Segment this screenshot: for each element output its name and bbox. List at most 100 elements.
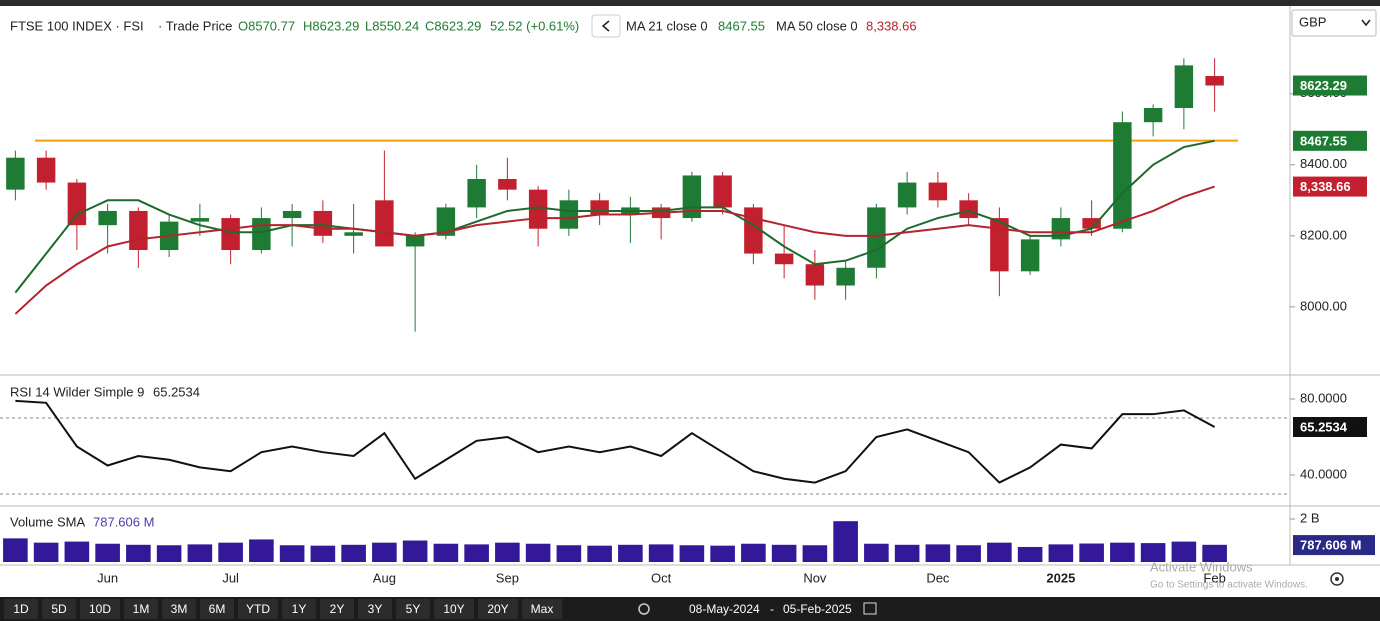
x-tick-label: Dec <box>926 570 950 585</box>
volume-bar <box>372 542 397 562</box>
volume-bar <box>679 545 705 562</box>
volume-bar <box>495 542 520 562</box>
volume-bar <box>187 544 213 562</box>
x-tick-label: Jul <box>222 570 239 585</box>
volume-bar <box>156 545 182 562</box>
candle-body <box>436 207 456 236</box>
candle-body <box>897 182 917 208</box>
volume-bar <box>1171 541 1197 562</box>
ma21-badge-bg <box>1293 130 1367 151</box>
range-label: 6M <box>209 602 226 616</box>
volume-bar <box>894 544 920 562</box>
candle-body <box>990 218 1009 272</box>
legend-header: FTSE 100 INDEX · FSI · Trade Price O8570… <box>10 14 917 38</box>
range-label: 5Y <box>406 602 421 616</box>
candle-body <box>1143 107 1163 123</box>
watermark-subtitle: Go to Settings to activate Windows. <box>1150 580 1308 591</box>
x-tick-label: 2025 <box>1046 570 1075 585</box>
volume-bar <box>587 545 612 562</box>
range-label: 3M <box>171 602 188 616</box>
settings-icon-dot <box>1335 577 1339 581</box>
ma50-name: MA 50 close 0 <box>776 18 858 33</box>
volume-bar <box>464 544 489 562</box>
calendar-icon[interactable] <box>863 602 877 615</box>
range-button[interactable] <box>4 599 38 619</box>
range-label: 1D <box>13 602 29 616</box>
last-price-badge: 8623.29 <box>1300 78 1347 93</box>
range-button[interactable] <box>42 599 76 619</box>
volume-bar <box>925 544 951 562</box>
volume-sma: 787.606 M <box>93 514 154 529</box>
candle-body <box>559 200 579 229</box>
range-button[interactable] <box>522 599 562 619</box>
volume-bar <box>741 543 766 562</box>
date-separator: - <box>770 602 774 616</box>
candle-body <box>221 218 240 251</box>
settings-icon[interactable] <box>1330 572 1344 586</box>
volume-bar <box>95 543 120 562</box>
volume-bar <box>525 543 551 562</box>
rsi-badge: 65.2534 <box>1300 419 1348 434</box>
volume-bar <box>618 544 643 562</box>
range-button[interactable] <box>162 599 196 619</box>
range-button[interactable] <box>434 599 474 619</box>
volume-bar <box>987 542 1012 562</box>
range-button[interactable] <box>124 599 158 619</box>
volume-bar <box>771 544 797 562</box>
volume-bar <box>1048 544 1074 562</box>
range-button[interactable] <box>200 599 234 619</box>
range-button[interactable] <box>238 599 278 619</box>
moving-average <box>14 139 1215 294</box>
range-settings-icon[interactable] <box>638 603 650 615</box>
dropdown-icon <box>1361 19 1371 27</box>
y-tick-label: 8400.00 <box>1300 156 1347 171</box>
ma21-badge: 8467.55 <box>1300 133 1347 148</box>
x-tick-label: Feb <box>1203 570 1225 585</box>
moving-average <box>14 185 1215 315</box>
candle-body <box>36 157 56 183</box>
currency-select[interactable] <box>1291 9 1377 37</box>
top-bar <box>0 0 1380 6</box>
candle-body <box>867 207 886 268</box>
volume-bar <box>341 544 366 562</box>
range-button[interactable] <box>358 599 392 619</box>
candle-body <box>774 253 794 265</box>
low: L8550.24 <box>365 18 419 33</box>
y-tick-label: 8000.00 <box>1300 298 1347 313</box>
rsi-line <box>15 399 1216 484</box>
volume-bar <box>126 544 151 562</box>
candle-body <box>498 179 517 190</box>
currency: GBP <box>1299 14 1326 29</box>
y-tick-label: 40.0000 <box>1300 466 1347 481</box>
last-price-badge-bg <box>1293 75 1367 96</box>
collapse-button[interactable] <box>591 14 621 38</box>
x-tick-label: Sep <box>496 570 519 585</box>
volume-bar <box>218 542 243 562</box>
candle-body <box>252 218 271 251</box>
range-button[interactable] <box>80 599 120 619</box>
volume-bar <box>249 539 274 562</box>
y-tick-label: 8200.00 <box>1300 227 1347 242</box>
volume-bar <box>802 545 828 562</box>
ma50-badge-bg <box>1293 176 1367 197</box>
range-label: 5D <box>51 602 67 616</box>
candle-body <box>1113 122 1132 229</box>
range-button[interactable] <box>396 599 430 619</box>
rsi-value: 65.2534 <box>153 384 200 399</box>
range-label: Max <box>531 602 554 616</box>
ma21-value: 8467.55 <box>718 18 765 33</box>
range-button[interactable] <box>478 599 518 619</box>
range-button[interactable] <box>320 599 354 619</box>
range-button[interactable] <box>282 599 316 619</box>
candle-body <box>836 267 855 286</box>
date-from[interactable]: 08-May-2024 <box>689 602 760 616</box>
date-to[interactable]: 05-Feb-2025 <box>783 602 852 616</box>
candle-body <box>805 264 825 286</box>
range-label: 1Y <box>292 602 307 616</box>
volume-bar <box>648 544 674 562</box>
price-mode: · Trade Price <box>158 18 232 33</box>
instrument: FTSE 100 INDEX · FSI <box>10 18 144 33</box>
range-buttons: 1D 5D 10D 1M 3M 6M YTD 1Y 2Y 3Y 5Y 10Y 20Y Max <box>4 599 562 619</box>
